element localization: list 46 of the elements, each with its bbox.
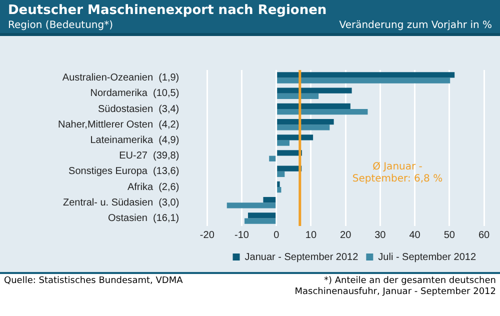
y-tick-label: Naher,Mittlerer Osten (4,2) bbox=[58, 119, 180, 130]
y-tick-label: Südostasien (3,4) bbox=[98, 104, 180, 115]
bar bbox=[277, 93, 319, 100]
chart-title: Deutscher Maschinenexport nach Regionen bbox=[8, 3, 328, 19]
x-tick-label: 10 bbox=[305, 230, 317, 241]
y-axis-title: Region (Bedeutung*) bbox=[8, 19, 114, 32]
x-tick-label: 50 bbox=[444, 230, 456, 241]
y-tick-label: Lateinamerika (4,9) bbox=[90, 134, 180, 146]
bar bbox=[277, 109, 368, 115]
bar bbox=[277, 72, 455, 78]
bar bbox=[269, 156, 276, 162]
x-tick-label: 60 bbox=[478, 230, 490, 241]
bar bbox=[277, 140, 290, 146]
bar bbox=[244, 218, 276, 224]
bar bbox=[277, 171, 285, 178]
bar bbox=[277, 134, 314, 140]
x-tick-label: 20 bbox=[340, 230, 352, 241]
bar bbox=[277, 78, 450, 84]
x-tick-label: 0 bbox=[274, 230, 280, 241]
bar bbox=[277, 124, 330, 130]
text: *) Anteile an der gesamten deutschen Maschinenausfuhr, Januar - September 2012 bbox=[294, 276, 496, 298]
bar bbox=[277, 181, 280, 187]
legend-label: Januar - September 2012 bbox=[244, 252, 359, 263]
y-tick-label: EU-27 (39,8) bbox=[119, 150, 180, 162]
ref-line-label: Ø Januar - September: 6,8 % bbox=[352, 161, 443, 184]
bar bbox=[277, 150, 302, 156]
bar bbox=[277, 118, 334, 125]
y-tick-label: Nordamerika (10,5) bbox=[90, 88, 180, 100]
y-tick-label: Zentral- u. Südasien (3,0) bbox=[62, 197, 180, 208]
x-tick-label: -20 bbox=[200, 230, 215, 241]
x-axis-title: Veränderung zum Vorjahr in % bbox=[339, 19, 492, 32]
bar bbox=[263, 196, 276, 203]
bar bbox=[277, 103, 350, 109]
x-tick-label: 30 bbox=[374, 230, 386, 241]
x-tick-label: 40 bbox=[409, 230, 421, 241]
y-tick-label: Australien-Ozeanien (1,9) bbox=[62, 72, 180, 84]
bar bbox=[226, 202, 276, 208]
source-note: Quelle: Statistisches Bundesamt, VDMA bbox=[4, 276, 183, 288]
bar bbox=[277, 88, 352, 94]
y-tick-label: Ostasien (16,1) bbox=[108, 212, 180, 224]
y-tick-label: Afrika (2,6) bbox=[127, 182, 180, 193]
x-tick-label: -10 bbox=[234, 230, 250, 241]
legend-label: Juli - September 2012 bbox=[378, 252, 476, 263]
bar bbox=[248, 212, 276, 218]
bar bbox=[277, 187, 282, 193]
y-tick-label: Sonstiges Europa (13,6) bbox=[68, 166, 180, 178]
